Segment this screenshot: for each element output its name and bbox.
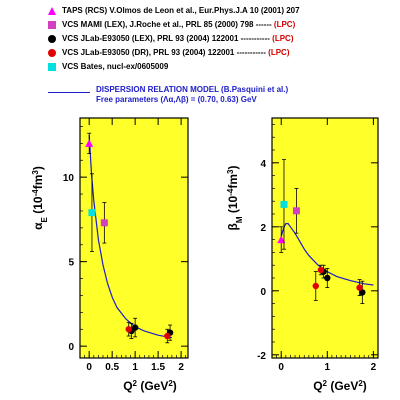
label-part: ): [363, 379, 367, 393]
legend: TAPS (RCS) V.Olmos de Leon et al., Eur.P…: [0, 0, 400, 110]
x-tick-label: 0: [86, 362, 92, 373]
model-description: DISPERSION RELATION MODEL (B.Pasquini et…: [96, 85, 288, 105]
y-tick-label: 10: [63, 173, 75, 184]
legend-label: TAPS (RCS) V.Olmos de Leon et al., Eur.P…: [62, 6, 300, 15]
circle-marker-icon: [48, 49, 56, 57]
x-tick-label: 2: [178, 362, 184, 373]
data-point-circle: [317, 266, 325, 274]
circle-marker-icon: [48, 35, 56, 43]
label-part: fm: [31, 175, 45, 190]
y-axis-label: αE (10-4fm3): [31, 166, 49, 230]
label-part: 3: [226, 169, 235, 174]
legend-label: VCS MAMI (LEX), J.Roche et al., PRL 85 (…: [62, 20, 296, 29]
label-part: Q: [313, 379, 322, 393]
lpc-tag: (LPC): [268, 48, 290, 57]
plot-area: [271, 117, 379, 359]
y-tick-label: 2: [260, 223, 266, 234]
label-part: α: [31, 222, 45, 230]
square-marker-icon: [48, 21, 56, 29]
legend-label: VCS JLab-E93050 (DR), PRL 93 (2004) 1220…: [62, 48, 290, 57]
data-point-circle: [324, 274, 331, 282]
label-part: (GeV: [137, 379, 168, 393]
data-point-square: [88, 209, 96, 217]
square-marker-icon: [48, 63, 56, 71]
data-point-circle: [356, 284, 363, 291]
y-tick-label: 5: [68, 258, 74, 269]
data-point-circle: [131, 324, 139, 331]
x-tick-label: 0.5: [105, 362, 119, 373]
y-tick-label: -2: [257, 351, 266, 362]
data-point-triangle: [277, 235, 286, 244]
data-point-square: [100, 219, 108, 227]
y-axis-label: βM (10-4fm3): [226, 166, 244, 231]
model-curve: [88, 134, 173, 339]
legend-label: VCS JLab-E93050 (LEX), PRL 93 (2004) 122…: [62, 34, 294, 43]
model-parameters: Free parameters (Λα,Λβ) = (0.70, 0.63) G…: [96, 95, 257, 104]
y-tick-label: 0: [260, 287, 266, 298]
data-point-square: [292, 207, 300, 215]
label-part: E: [40, 216, 49, 222]
y-tick-label: 4: [260, 159, 266, 170]
label-part: Q: [123, 379, 132, 393]
label-part: β: [226, 223, 240, 230]
label-part: 2: [323, 379, 328, 388]
label-part: (GeV: [327, 379, 358, 393]
label-part: -4: [31, 189, 40, 197]
data-point-triangle: [85, 139, 94, 147]
label-part: (10: [31, 196, 45, 217]
legend-label: VCS Bates, nucl-ex/0605009: [62, 62, 169, 71]
label-part: (10: [226, 195, 240, 216]
lpc-tag: (LPC): [273, 20, 296, 29]
data-point-circle: [164, 332, 171, 340]
label-part: ): [173, 379, 177, 393]
data-point-circle: [312, 282, 319, 290]
x-axis-label: Q2 (GeV2): [313, 379, 367, 394]
label-part: M: [235, 216, 244, 223]
label-part: -4: [226, 188, 235, 196]
label-part: ): [226, 166, 240, 170]
model-curve: [280, 223, 374, 286]
label-part: 2: [133, 379, 138, 388]
x-tick-label: 1: [325, 362, 331, 373]
label-part: 2: [358, 379, 363, 388]
data-point-circle: [125, 326, 132, 333]
label-part: fm: [226, 174, 240, 189]
x-tick-label: 1.5: [151, 362, 165, 373]
label-part: ): [31, 166, 45, 170]
plot-area: [79, 117, 189, 359]
data-point-circle: [359, 289, 366, 296]
x-tick-label: 2: [371, 362, 377, 373]
x-axis-label: Q2 (GeV2): [123, 379, 177, 394]
model-title: DISPERSION RELATION MODEL (B.Pasquini et…: [96, 85, 289, 94]
label-part: 2: [168, 379, 173, 388]
label-part: 3: [31, 170, 40, 175]
y-tick-label: 0: [68, 342, 74, 353]
data-point-square: [280, 200, 288, 208]
lpc-tag: (LPC): [272, 34, 294, 43]
x-tick-label: 0: [278, 362, 284, 373]
x-tick-label: 1: [132, 362, 138, 373]
model-line-sample: [48, 92, 90, 93]
triangle-marker-icon: [48, 7, 56, 15]
